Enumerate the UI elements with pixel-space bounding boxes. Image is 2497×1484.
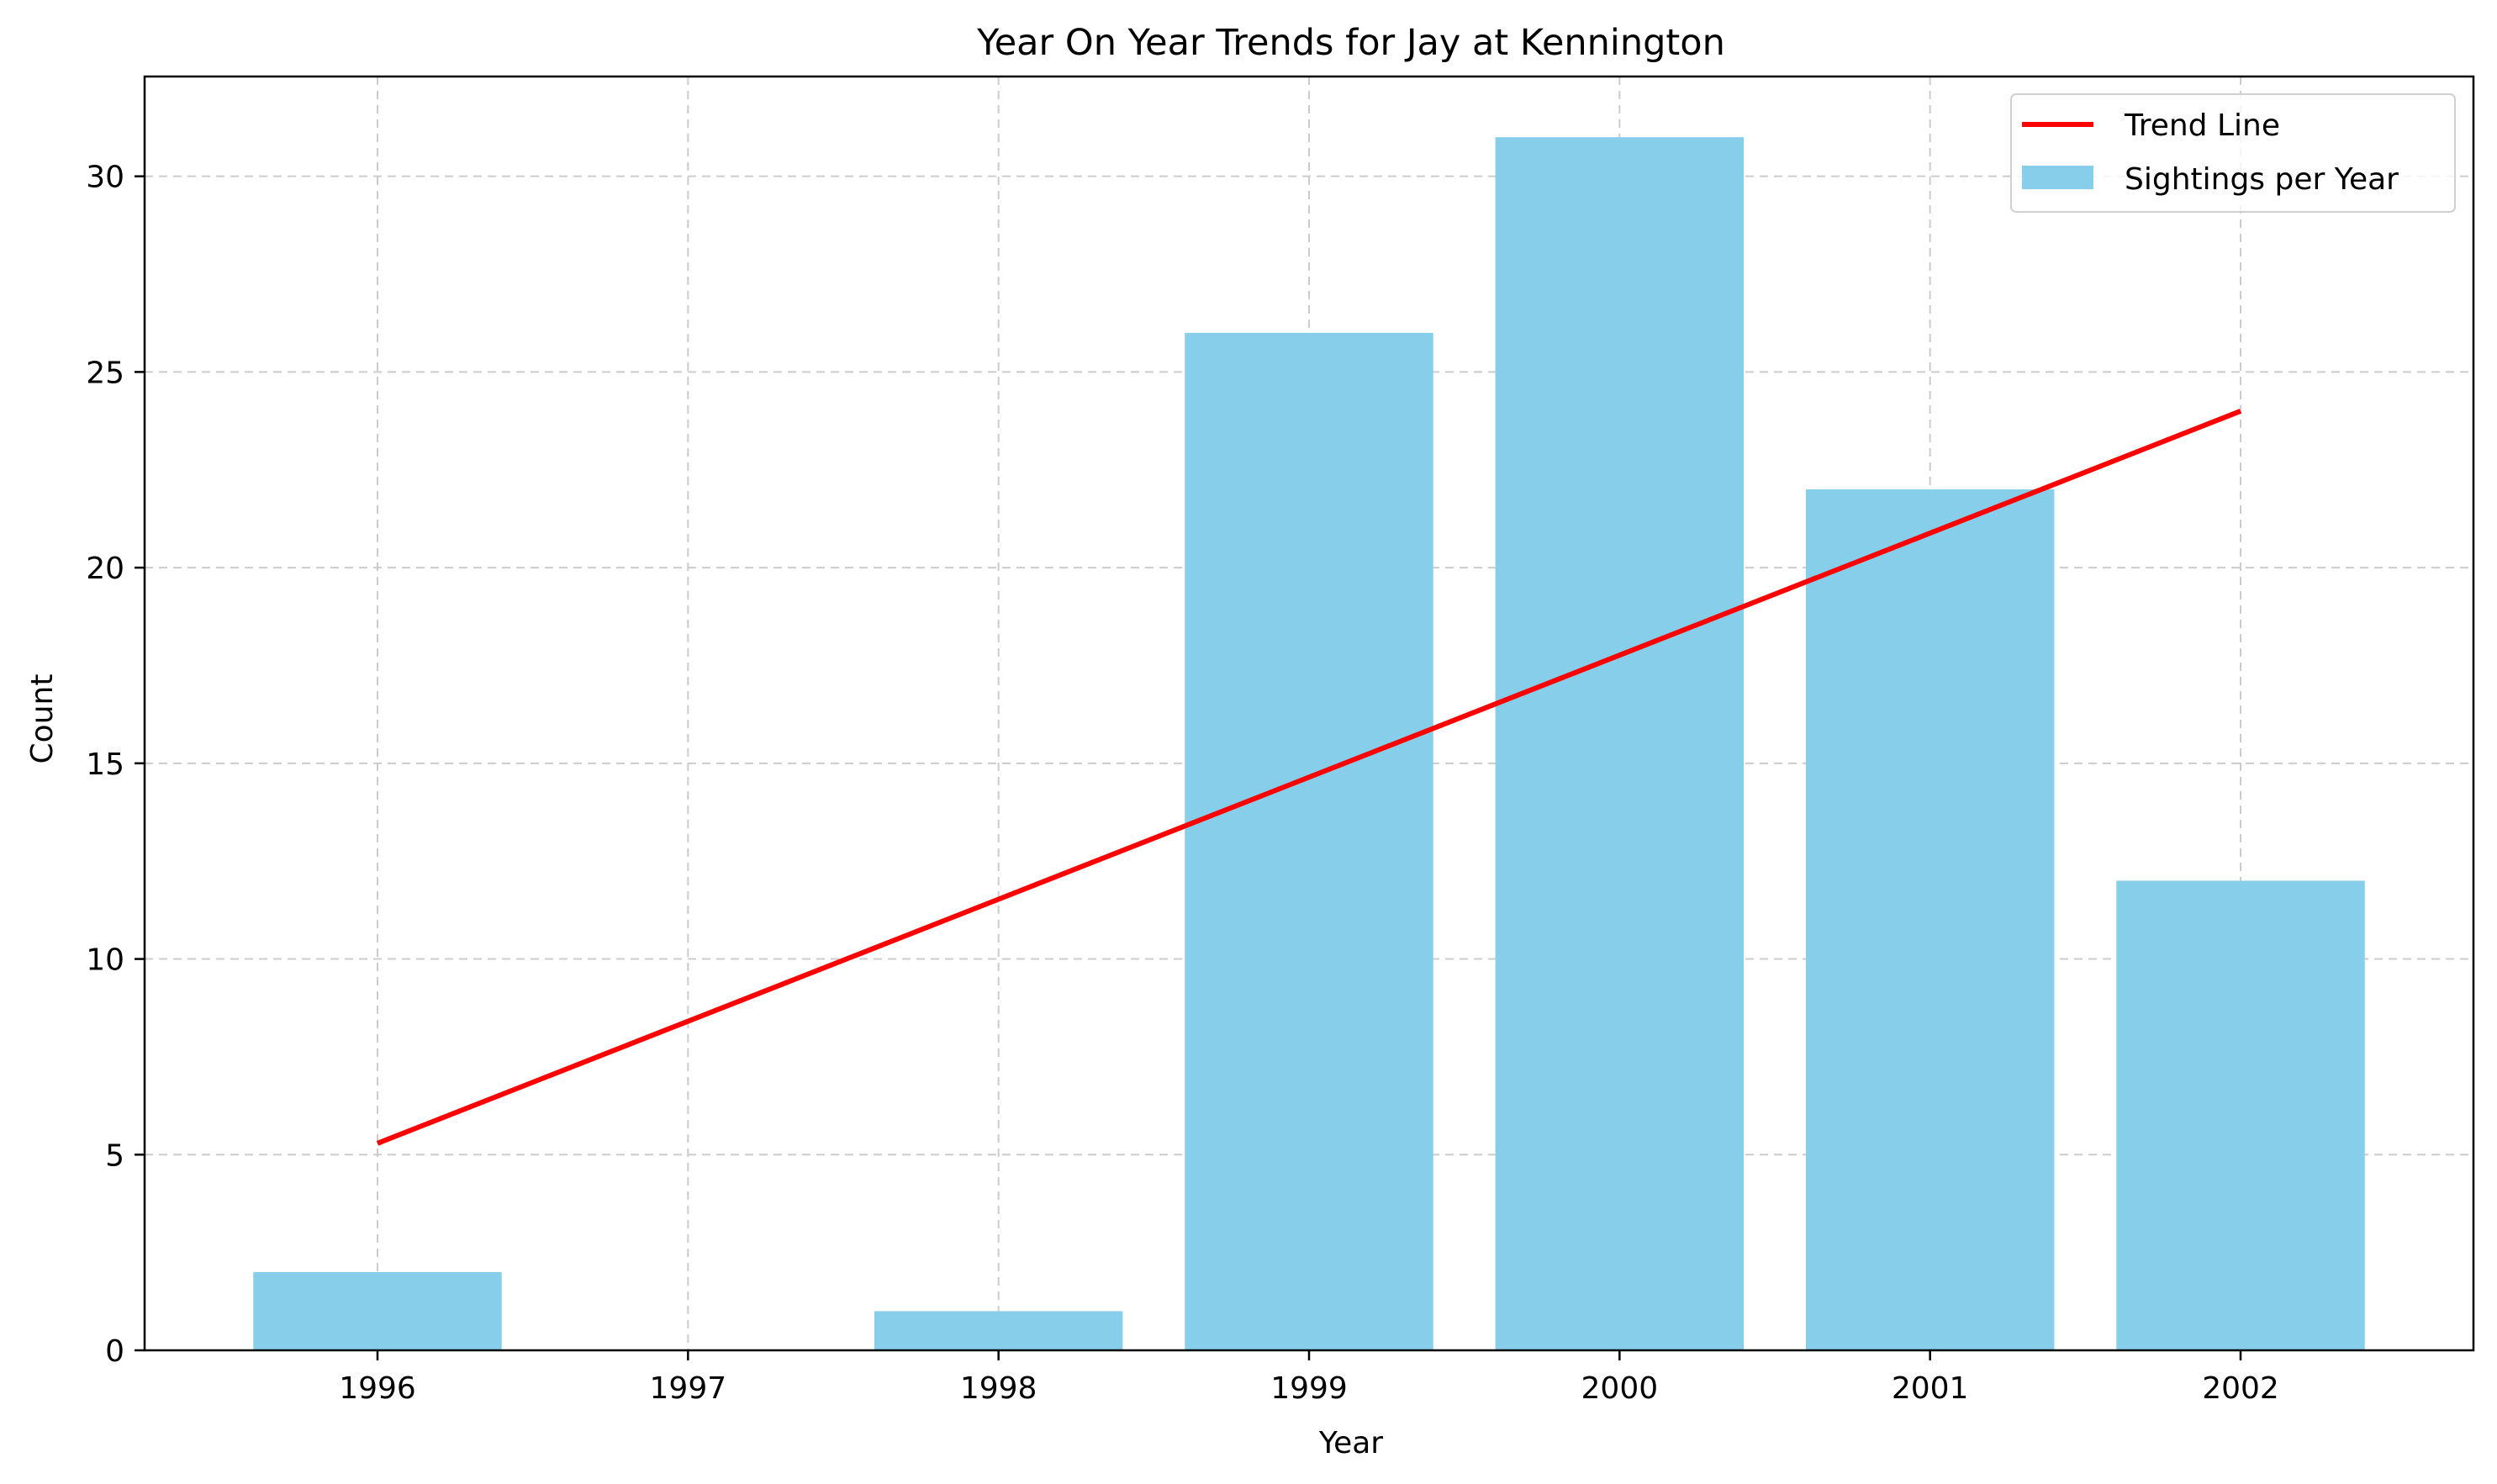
y-axis-ticks: 0 5 10 15 20 25 30 [86, 161, 145, 1369]
legend-label-trend-line: Trend Line [2124, 108, 2280, 143]
x-axis-ticks: 1996 1997 1998 1999 2000 2001 2002 [339, 1350, 2279, 1406]
bar [253, 1271, 502, 1350]
y-tick-label: 30 [86, 161, 124, 195]
x-tick-label: 2000 [1581, 1371, 1659, 1406]
x-axis-title: Year [1318, 1426, 1383, 1460]
trend-line-layer [376, 409, 2242, 1146]
bar [2116, 880, 2365, 1350]
legend-box [2010, 93, 2456, 213]
legend-label-sightings: Sightings per Year [2125, 162, 2399, 197]
y-axis-title: Count [25, 674, 60, 764]
bars [253, 137, 2365, 1351]
x-tick-label: 2002 [2202, 1371, 2279, 1406]
legend: Trend Line Sightings per Year [2010, 93, 2456, 213]
bar [1495, 137, 1745, 1351]
y-tick-label: 10 [86, 943, 124, 978]
x-tick-label: 1997 [650, 1371, 727, 1406]
bar [874, 1311, 1123, 1350]
bar [1185, 332, 1433, 1350]
y-tick-label: 5 [105, 1138, 124, 1173]
y-tick-label: 20 [86, 552, 124, 586]
y-tick-label: 15 [86, 747, 124, 782]
chart-title: Year On Year Trends for Jay at Kenningto… [976, 22, 1725, 64]
x-tick-label: 1998 [960, 1371, 1037, 1406]
legend-swatch-sightings [2022, 166, 2093, 189]
x-tick-label: 1999 [1270, 1371, 1348, 1406]
bar [1805, 489, 2055, 1350]
x-tick-label: 1996 [339, 1371, 416, 1406]
x-tick-label: 2001 [1892, 1371, 1969, 1406]
y-tick-label: 0 [105, 1334, 124, 1369]
trend-line [376, 409, 2242, 1146]
y-tick-label: 25 [86, 356, 124, 390]
